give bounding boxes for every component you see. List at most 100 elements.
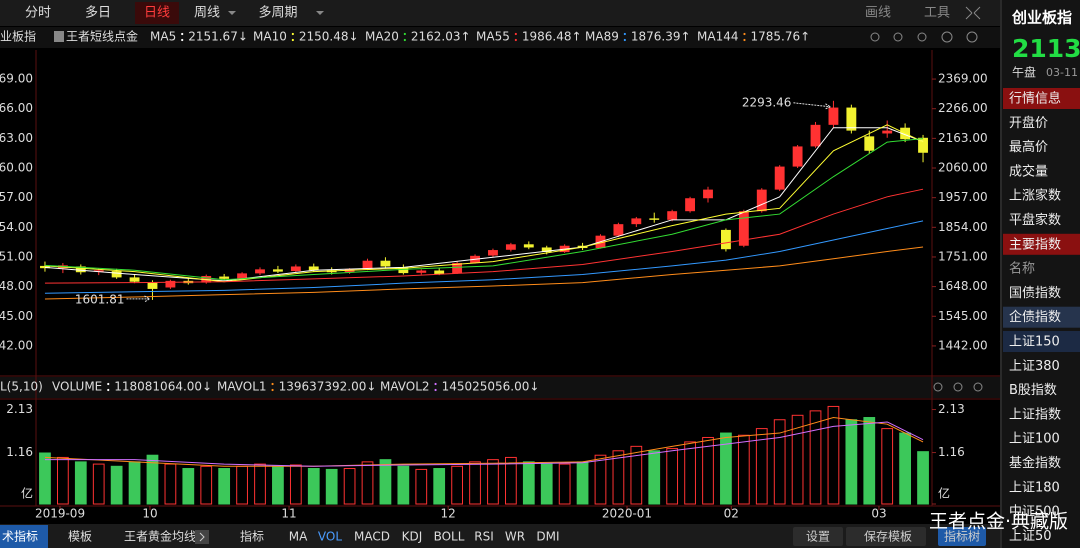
legend-name: VOLUME: [52, 380, 102, 394]
legend-arrow: ↓: [529, 380, 539, 394]
volume-bar: [128, 461, 141, 505]
tool-button[interactable]: 工具: [924, 6, 950, 21]
side-item[interactable]: 基金指数: [1009, 455, 1061, 471]
candle-body: [219, 276, 230, 279]
side-item[interactable]: 上证150: [1009, 335, 1060, 350]
ma-line: [44, 220, 924, 294]
y-tick-label: 2266.00: [0, 101, 33, 115]
volume-bar: [630, 445, 643, 505]
bottom-tab[interactable]: MA: [289, 530, 308, 544]
volume-bar: [917, 451, 929, 505]
candle-body: [828, 107, 839, 125]
bottom-tab[interactable]: RSI: [474, 530, 494, 544]
candle-body: [434, 270, 445, 274]
legend-arrow: ↑: [800, 30, 810, 44]
icon[interactable]: [953, 382, 963, 392]
side-item[interactable]: 企债指数: [1009, 309, 1061, 325]
expand-arrow: [199, 532, 205, 542]
bottom-tab[interactable]: KDJ: [402, 530, 423, 544]
volume-bar: [881, 428, 894, 505]
y-tick-label: 2.13: [938, 402, 965, 416]
tab[interactable]: 日线: [144, 6, 170, 21]
side-item-bg: [1003, 306, 1080, 328]
legend-name: MA89: [585, 30, 619, 44]
candle-body: [774, 166, 785, 190]
side-item[interactable]: 上证380: [1009, 359, 1060, 374]
icon[interactable]: [933, 382, 943, 392]
legend-value: 1785.76: [750, 30, 800, 44]
legend-colon: [271, 388, 274, 392]
bottom-tab[interactable]: 指标: [240, 529, 264, 544]
legend-value: 1876.39: [631, 30, 681, 44]
side-item[interactable]: 成交量: [1009, 163, 1048, 179]
side-item[interactable]: 国债指数: [1009, 286, 1061, 301]
candle-body: [631, 218, 642, 225]
bottom-tab[interactable]: VOL: [318, 530, 342, 544]
side-item[interactable]: 上证50: [1009, 529, 1052, 544]
side-item[interactable]: 上证100: [1009, 432, 1060, 447]
y-tick-label: 1648.00: [0, 279, 33, 293]
tab[interactable]: 分时: [25, 6, 51, 21]
y-tick-label: 1545.00: [938, 309, 988, 323]
candle-body: [237, 273, 248, 279]
volume-bar: [289, 464, 302, 505]
side-item[interactable]: 最高价: [1009, 139, 1048, 155]
tab[interactable]: 多周期: [258, 5, 297, 21]
volume-bar: [218, 468, 231, 505]
bottom-left[interactable]: 术指标: [2, 529, 38, 544]
candle-body: [792, 146, 803, 167]
legend-value: 1986.48: [522, 30, 572, 44]
side-item[interactable]: 开盘价: [1009, 115, 1048, 131]
bottom-tab[interactable]: MACD: [354, 530, 390, 544]
legend-value: 2151.67: [188, 30, 238, 44]
bottom-button[interactable]: 保存模板: [864, 530, 912, 544]
bottom-tab[interactable]: BOLL: [434, 530, 465, 544]
candle-body: [75, 266, 86, 273]
candle-body: [720, 229, 731, 250]
side-section[interactable]: 主要指数: [1009, 237, 1061, 252]
volume-bar: [433, 468, 446, 505]
side-item[interactable]: 平盘家数: [1009, 212, 1061, 228]
volume-bar: [200, 465, 213, 505]
side-item[interactable]: 上证指数: [1009, 407, 1061, 422]
legend-colon: [181, 32, 184, 36]
side-item[interactable]: B股指数: [1009, 383, 1057, 398]
icon[interactable]: [893, 32, 903, 42]
bottom-tab[interactable]: 王者黄金均线: [124, 529, 196, 544]
icon[interactable]: [966, 31, 978, 43]
icon[interactable]: [917, 32, 927, 42]
y-tick-label: 1648.00: [938, 279, 988, 293]
volume-bar-bg: [0, 377, 1000, 398]
icon[interactable]: [973, 382, 983, 392]
y-tick-label: 1.16: [938, 445, 965, 459]
candle-body: [272, 269, 283, 272]
y-tick-label: 2266.00: [938, 101, 988, 115]
side-item[interactable]: 中证500: [1009, 505, 1060, 520]
tab[interactable]: 周线: [194, 6, 220, 21]
candle-body: [452, 263, 463, 274]
tool-button[interactable]: 画线: [865, 6, 891, 21]
side-section[interactable]: 行情信息: [1009, 91, 1061, 107]
bottom-tab[interactable]: DMI: [536, 530, 559, 544]
icon[interactable]: [965, 6, 981, 20]
bottom-button[interactable]: 设置: [806, 530, 830, 544]
bottom-tab[interactable]: WR: [505, 530, 525, 544]
candle-body: [505, 244, 516, 250]
side-title: 创业板指: [1011, 9, 1072, 27]
volume-bar: [39, 452, 51, 505]
volume-bar: [272, 465, 284, 505]
y-tick-label: 2369.00: [0, 72, 33, 86]
side-item[interactable]: 上证180: [1009, 480, 1060, 495]
legend-colon: [434, 382, 437, 386]
y-tick-label: 2163.00: [938, 131, 988, 145]
volume-bar: [254, 463, 266, 505]
side-item[interactable]: 上涨家数: [1009, 188, 1061, 204]
x-tick-label: 11: [281, 507, 296, 521]
legend-colon: [107, 388, 110, 392]
icon[interactable]: [870, 32, 880, 42]
tab[interactable]: 多日: [85, 5, 111, 21]
bottom-button[interactable]: 指标树: [944, 529, 980, 544]
icon[interactable]: [941, 31, 953, 43]
bottom-tab[interactable]: 模板: [68, 530, 92, 544]
